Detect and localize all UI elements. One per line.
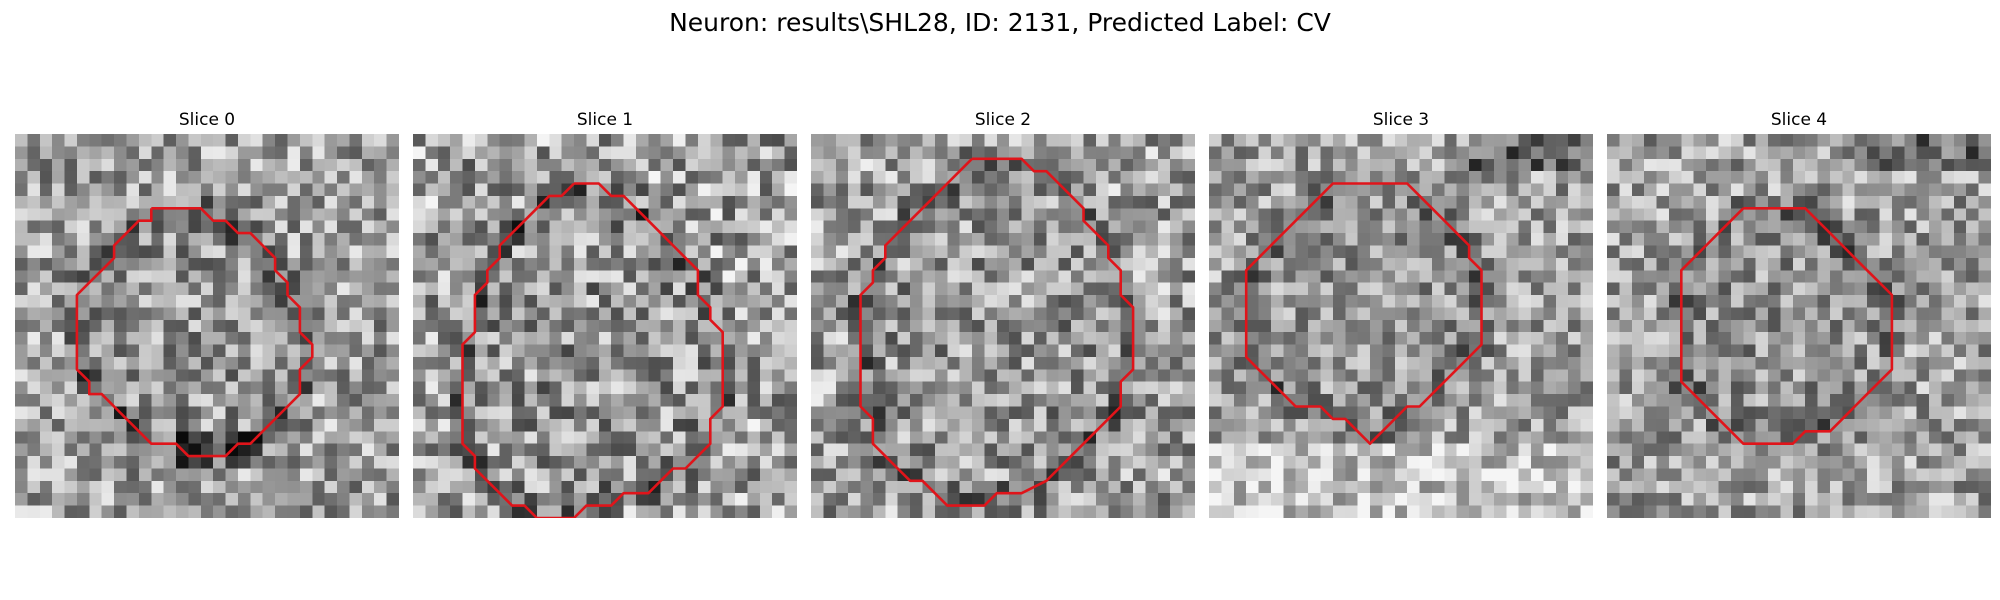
slice-image [811, 134, 1195, 518]
cell-contour [461, 182, 725, 518]
slice-panel-4: Slice 4 [1607, 0, 1991, 600]
slice-panel-1: Slice 1 [413, 0, 797, 600]
cell-contour [859, 157, 1135, 507]
figure-title: Neuron: results\SHL28, ID: 2131, Predict… [669, 8, 1331, 37]
slice-title: Slice 2 [974, 110, 1032, 130]
cell-contour [75, 207, 314, 458]
slice-title: Slice 4 [1770, 110, 1828, 130]
slice-panel-2: Slice 2 [811, 0, 1195, 600]
slice-title: Slice 1 [576, 110, 634, 130]
slice-panel-0: Slice 0 [15, 0, 399, 600]
cell-contour [1680, 207, 1894, 446]
slice-title: Slice 0 [178, 110, 236, 130]
slice-image [413, 134, 797, 518]
grayscale-pixel-grid [1209, 134, 1593, 518]
cell-contour [1244, 182, 1483, 446]
slice-panel-3: Slice 3 [1209, 0, 1593, 600]
slice-image [1607, 134, 1991, 518]
grayscale-pixel-grid [1607, 134, 1991, 518]
grayscale-pixel-grid [413, 134, 797, 518]
slice-image [1209, 134, 1593, 518]
slice-title: Slice 3 [1372, 110, 1430, 130]
slice-image [15, 134, 399, 518]
grayscale-pixel-grid [15, 134, 399, 518]
grayscale-pixel-grid [811, 134, 1195, 518]
